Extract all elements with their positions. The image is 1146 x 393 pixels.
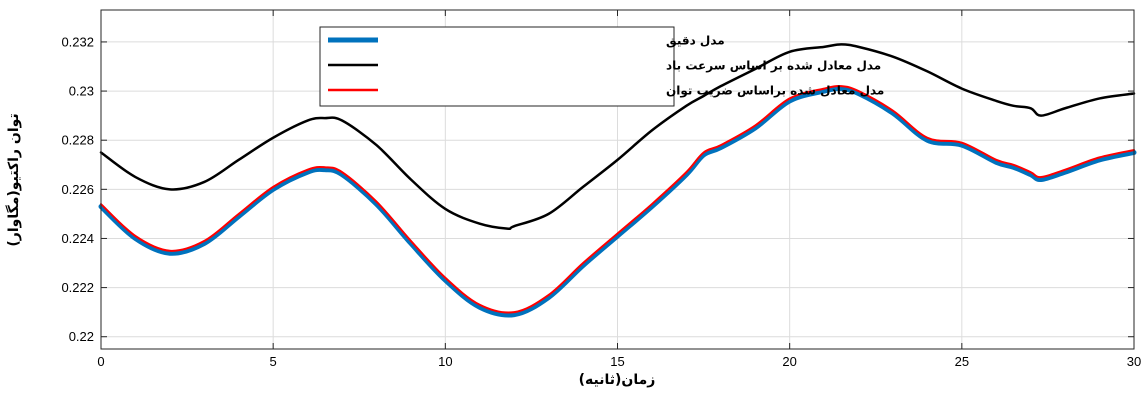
y-tick-label: 0.228 bbox=[61, 133, 94, 148]
x-tick-label: 0 bbox=[97, 354, 104, 369]
y-tick-label: 0.222 bbox=[61, 280, 94, 295]
x-tick-label: 5 bbox=[270, 354, 277, 369]
legend-label-3: مدل معادل شده براساس ضریب توان bbox=[666, 84, 884, 99]
y-tick-label: 0.22 bbox=[69, 329, 94, 344]
y-tick-label: 0.232 bbox=[61, 34, 94, 49]
series-line-3 bbox=[100, 85, 1135, 314]
legend-label-2: مدل معادل شده بر اساس سرعت باد bbox=[666, 59, 881, 73]
y-tick-label: 0.226 bbox=[61, 182, 94, 197]
x-tick-label: 25 bbox=[955, 354, 969, 369]
y-tick-label: 0.224 bbox=[61, 231, 94, 246]
series-line-1 bbox=[98, 86, 1137, 318]
series-line-2 bbox=[99, 43, 1136, 231]
legend-label-1: مدل دقیق bbox=[666, 34, 725, 48]
x-tick-label: 30 bbox=[1127, 354, 1141, 369]
x-tick-label: 10 bbox=[438, 354, 452, 369]
x-tick-label: 20 bbox=[782, 354, 796, 369]
y-axis-label: توان راکتیو(مگاوار) bbox=[5, 113, 22, 246]
legend-box bbox=[319, 26, 675, 107]
x-tick-label: 15 bbox=[610, 354, 624, 369]
ticks: 0 5 10 15 20 25 30 0.22 0.222 0.224 0.226 0.228 0.23… bbox=[61, 10, 1141, 369]
y-tick-label: 0.23 bbox=[69, 84, 94, 99]
series-layer bbox=[98, 43, 1137, 318]
legend: مدل دقیق مدل معادل شده بر اساس سرعت باد مد… bbox=[319, 26, 884, 107]
x-axis-label: زمان(ثانیه) bbox=[579, 372, 656, 388]
